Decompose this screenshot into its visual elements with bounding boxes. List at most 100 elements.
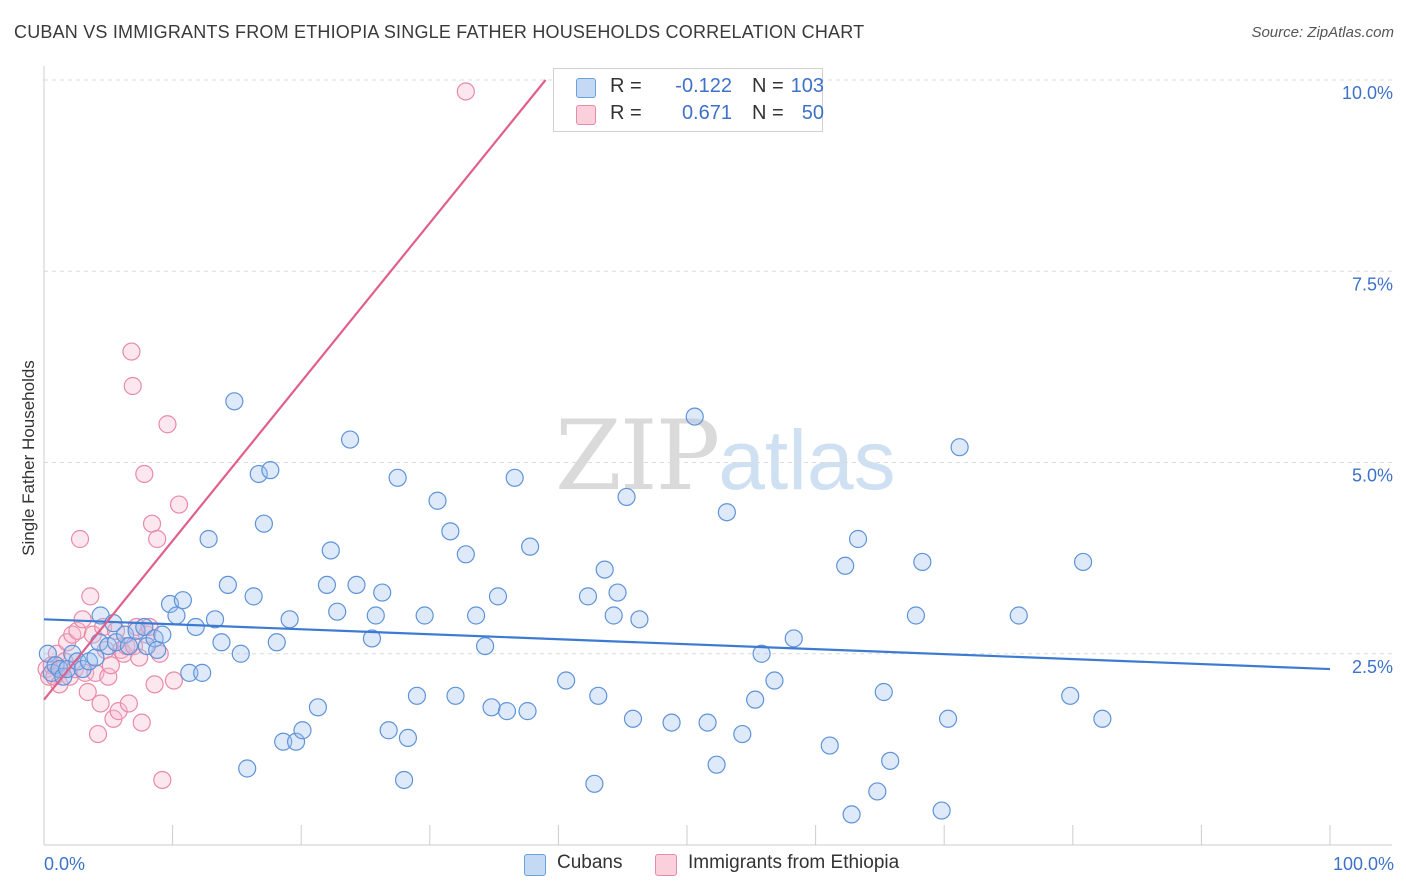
cubans-point (765, 671, 784, 690)
ethiopia-point (164, 671, 183, 690)
cubans-point (630, 610, 649, 629)
y-tick-labels: 2.5% 5.0% 7.5% 10.0% (1342, 83, 1393, 677)
cubans-point (280, 610, 299, 629)
ethiopia-n-value: 50 (801, 102, 824, 124)
cubans-point (913, 552, 932, 572)
ethiopia-point (153, 770, 172, 790)
y-tick-label: 2.5% (1352, 657, 1393, 677)
cubans-point (1073, 552, 1093, 572)
cubans-point (366, 606, 385, 625)
cubans-trend-line (43, 618, 1331, 671)
cubans-point (1093, 709, 1112, 728)
cubans-point (193, 663, 212, 682)
cubans-point (475, 636, 495, 656)
ethiopia-point (135, 464, 154, 484)
cubans-point (482, 698, 501, 717)
cubans-point (1061, 686, 1080, 705)
ethiopia-point (142, 514, 162, 533)
cubans-point (868, 782, 887, 801)
cubans-swatch (576, 78, 596, 98)
cubans-point (186, 617, 205, 637)
ethiopia-point (70, 529, 90, 549)
chart-title: CUBAN VS IMMIGRANTS FROM ETHIOPIA SINGLE… (14, 22, 865, 42)
cubans-point (148, 640, 167, 660)
ethiopia-point (132, 713, 151, 732)
cubans-n-label: N = (752, 75, 784, 97)
ethiopia-point (145, 675, 164, 694)
cubans-point (505, 468, 524, 487)
cubans-point (347, 575, 366, 595)
y-tick-label: 10.0% (1342, 83, 1393, 103)
cubans-point (589, 686, 608, 705)
cubans-point (557, 671, 576, 690)
cubans-point (836, 556, 855, 575)
cubans-point (950, 438, 969, 457)
ethiopia-n-label: N = (752, 102, 784, 124)
cubans-point (784, 629, 803, 648)
cubans-point (707, 755, 726, 774)
cubans-point (881, 751, 900, 770)
cubans-point (225, 392, 244, 411)
ethiopia-point (101, 656, 120, 675)
cubans-point (441, 522, 460, 541)
ethiopia-point (68, 621, 87, 640)
ethiopia-point (123, 376, 142, 396)
gridlines (44, 79, 1392, 655)
ethiopia-point (122, 342, 141, 361)
cubans-point (286, 732, 306, 751)
ethiopia-point (148, 529, 167, 549)
ethiopia-r-label: R = (610, 102, 642, 124)
cubans-point (595, 560, 614, 579)
cubans-point (578, 587, 598, 606)
cubans-point (932, 801, 951, 820)
cubans-point (466, 606, 486, 625)
cubans-point (518, 702, 537, 721)
y-axis-label: Single Father Households (19, 360, 38, 556)
cubans-point (446, 686, 465, 705)
cubans-point (212, 633, 231, 652)
cubans-point (733, 724, 752, 744)
cubans-point (267, 633, 286, 652)
cubans-n-value: 103 (790, 75, 824, 97)
x-tick-label-min: 0.0% (44, 854, 85, 874)
ethiopia-point (169, 495, 189, 514)
cubans-point (274, 732, 293, 751)
cubans-r-value: -0.122 (675, 75, 732, 97)
cubans-point (604, 606, 623, 625)
cubans-point (698, 713, 717, 732)
ethiopia-point (78, 682, 97, 702)
cubans-points (38, 392, 1112, 824)
cubans-point (820, 736, 839, 755)
cubans-point (379, 721, 398, 740)
cubans-point (488, 587, 508, 606)
cubans-point (153, 625, 172, 644)
cubans-point (340, 430, 360, 449)
cubans-point (238, 759, 257, 778)
ethiopia-point (73, 610, 92, 629)
bottom-cubans-label: Cubans (557, 852, 623, 873)
cubans-point (623, 709, 643, 728)
cubans-point (205, 610, 225, 629)
cubans-point (328, 602, 347, 621)
cubans-point (137, 636, 156, 656)
cubans-point (848, 529, 868, 549)
cubans-point (317, 575, 337, 595)
ethiopia-r-value: 0.671 (681, 102, 732, 124)
cubans-point (497, 702, 517, 721)
cubans-point (388, 468, 407, 487)
bottom-cubans-swatch (524, 854, 546, 876)
ethiopia-point (91, 694, 110, 713)
cubans-point (415, 606, 434, 625)
cubans-point (231, 644, 250, 663)
cubans-point (906, 606, 926, 625)
cubans-point (115, 625, 135, 644)
cubans-point (362, 629, 382, 648)
cubans-point (308, 698, 328, 717)
cubans-point (617, 487, 636, 507)
axes (43, 66, 1392, 846)
cubans-point (407, 686, 427, 705)
correlation-legend: R = -0.122 N = 103 R = 0.671 N = 50 (553, 68, 824, 132)
cubans-point (428, 491, 447, 510)
x-tick-label-max: 100.0% (1333, 854, 1394, 874)
ethiopia-point (456, 82, 475, 101)
